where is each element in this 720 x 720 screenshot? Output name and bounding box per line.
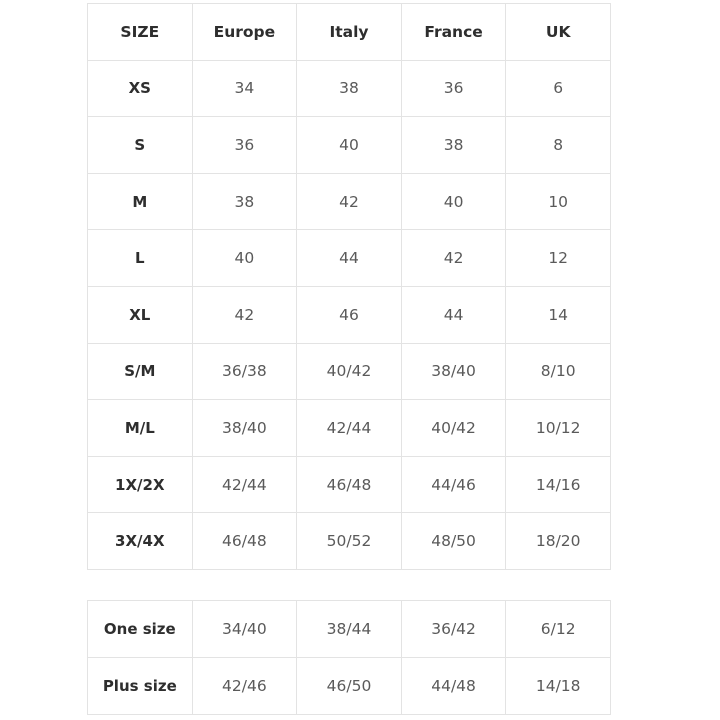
size-value-cell: 12 bbox=[505, 229, 611, 287]
size-label-cell: S bbox=[87, 116, 193, 174]
table-row: One size 34/40 38/44 36/42 6/12 bbox=[87, 600, 611, 658]
size-value-cell: 36 bbox=[191, 116, 298, 174]
column-header: UK bbox=[505, 3, 611, 61]
size-value-cell: 42 bbox=[400, 229, 507, 287]
size-value-cell: 40/42 bbox=[296, 342, 402, 401]
size-value-cell: 10 bbox=[505, 172, 611, 231]
size-value-cell: 8/10 bbox=[505, 342, 611, 401]
table-row: 1X/2X 42/44 46/48 44/46 14/16 bbox=[87, 455, 611, 514]
size-value-cell: 18/20 bbox=[505, 512, 611, 570]
size-value-cell: 46/48 bbox=[191, 512, 298, 570]
size-value-cell: 50/52 bbox=[296, 512, 402, 570]
size-label-cell: M bbox=[87, 172, 193, 231]
size-value-cell: 42/46 bbox=[191, 657, 298, 715]
table-row: M 38 42 40 10 bbox=[87, 172, 611, 231]
table-row: L 40 44 42 12 bbox=[87, 229, 611, 287]
size-value-cell: 42 bbox=[191, 285, 298, 344]
size-value-cell: 14 bbox=[505, 285, 611, 344]
special-size-table: One size 34/40 38/44 36/42 6/12 Plus size 42/4… bbox=[87, 600, 611, 715]
table-row: S 36 40 38 8 bbox=[87, 116, 611, 174]
size-value-cell: 40 bbox=[191, 229, 298, 287]
size-value-cell: 44/46 bbox=[400, 455, 507, 514]
size-value-cell: 34/40 bbox=[191, 600, 298, 658]
size-conversion-table: SIZE Europe Italy France UK XS 34 38 36 6 S 36 40 38 8… bbox=[87, 3, 611, 570]
size-label-cell: 1X/2X bbox=[87, 455, 193, 514]
size-value-cell: 44 bbox=[400, 285, 507, 344]
size-value-cell: 14/18 bbox=[505, 657, 611, 715]
size-value-cell: 42 bbox=[296, 172, 402, 231]
size-value-cell: 40 bbox=[296, 116, 402, 174]
size-value-cell: 38 bbox=[296, 59, 402, 118]
size-value-cell: 40/42 bbox=[400, 399, 507, 457]
size-value-cell: 36/38 bbox=[191, 342, 298, 401]
header-row: SIZE Europe Italy France UK bbox=[87, 3, 611, 61]
table-row: XL 42 46 44 14 bbox=[87, 285, 611, 344]
column-header: Europe bbox=[191, 3, 298, 61]
size-label-cell: S/M bbox=[87, 342, 193, 401]
table-row: S/M 36/38 40/42 38/40 8/10 bbox=[87, 342, 611, 401]
column-header: Italy bbox=[296, 3, 402, 61]
size-value-cell: 48/50 bbox=[400, 512, 507, 570]
table-row: 3X/4X 46/48 50/52 48/50 18/20 bbox=[87, 512, 611, 570]
size-value-cell: 40 bbox=[400, 172, 507, 231]
size-label-cell: M/L bbox=[87, 399, 193, 457]
size-value-cell: 46/50 bbox=[296, 657, 402, 715]
size-value-cell: 38/40 bbox=[400, 342, 507, 401]
size-value-cell: 10/12 bbox=[505, 399, 611, 457]
table-row: XS 34 38 36 6 bbox=[87, 59, 611, 118]
size-value-cell: 38 bbox=[191, 172, 298, 231]
size-value-cell: 38/40 bbox=[191, 399, 298, 457]
size-value-cell: 42/44 bbox=[191, 455, 298, 514]
size-value-cell: 46 bbox=[296, 285, 402, 344]
table-row: Plus size 42/46 46/50 44/48 14/18 bbox=[87, 657, 611, 715]
size-value-cell: 34 bbox=[191, 59, 298, 118]
size-value-cell: 42/44 bbox=[296, 399, 402, 457]
size-value-cell: 8 bbox=[505, 116, 611, 174]
size-value-cell: 6/12 bbox=[505, 600, 611, 658]
size-value-cell: 44/48 bbox=[400, 657, 507, 715]
size-value-cell: 36/42 bbox=[400, 600, 507, 658]
size-label-cell: XL bbox=[87, 285, 193, 344]
size-value-cell: 44 bbox=[296, 229, 402, 287]
size-value-cell: 36 bbox=[400, 59, 507, 118]
column-header: France bbox=[400, 3, 507, 61]
size-value-cell: 38/44 bbox=[296, 600, 402, 658]
column-header: SIZE bbox=[87, 3, 193, 61]
size-value-cell: 46/48 bbox=[296, 455, 402, 514]
size-value-cell: 38 bbox=[400, 116, 507, 174]
size-label-cell: 3X/4X bbox=[87, 512, 193, 570]
table-row: M/L 38/40 42/44 40/42 10/12 bbox=[87, 399, 611, 457]
size-value-cell: 14/16 bbox=[505, 455, 611, 514]
size-label-cell: Plus size bbox=[87, 657, 193, 715]
size-label-cell: L bbox=[87, 229, 193, 287]
size-value-cell: 6 bbox=[505, 59, 611, 118]
size-label-cell: One size bbox=[87, 600, 193, 658]
size-label-cell: XS bbox=[87, 59, 193, 118]
